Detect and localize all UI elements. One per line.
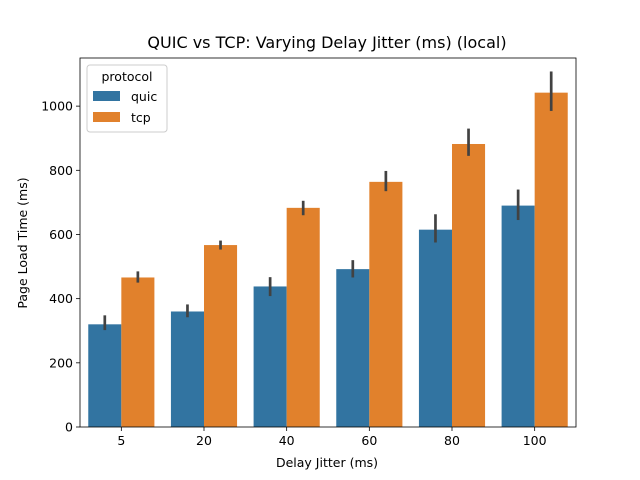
x-tick-label: 100 bbox=[523, 433, 547, 448]
x-axis: 5 20 40 60 80 100 bbox=[117, 427, 547, 448]
chart-title: QUIC vs TCP: Varying Delay Jitter (ms) (… bbox=[147, 33, 506, 52]
plot-area bbox=[79, 57, 577, 428]
y-tick-label: 800 bbox=[49, 163, 73, 178]
legend-swatch-quic bbox=[93, 91, 120, 101]
bar-quic-100 bbox=[501, 205, 535, 427]
bar-tcp-60 bbox=[369, 181, 403, 427]
legend-title: protocol bbox=[102, 69, 153, 84]
y-tick-label: 1000 bbox=[41, 99, 73, 114]
y-axis-label: Page Load Time (ms) bbox=[15, 177, 30, 308]
y-axis: 0 200 400 600 800 1000 bbox=[41, 99, 80, 435]
legend-label-tcp: tcp bbox=[131, 110, 151, 125]
x-tick-label: 60 bbox=[361, 433, 377, 448]
bar-tcp-5 bbox=[121, 277, 155, 427]
x-tick-label: 20 bbox=[196, 433, 212, 448]
bar-tcp-100 bbox=[534, 92, 568, 427]
y-tick-label: 400 bbox=[49, 291, 73, 306]
bar-quic-20 bbox=[170, 311, 204, 427]
legend: protocol quic tcp bbox=[86, 64, 168, 133]
y-tick-label: 0 bbox=[65, 420, 73, 435]
plot-frame bbox=[79, 57, 577, 428]
x-tick-label: 40 bbox=[279, 433, 295, 448]
legend-label-quic: quic bbox=[131, 89, 157, 104]
x-tick-label: 5 bbox=[117, 433, 125, 448]
x-axis-label: Delay Jitter (ms) bbox=[276, 455, 378, 470]
legend-swatch-tcp bbox=[93, 112, 120, 122]
x-tick-label: 80 bbox=[444, 433, 460, 448]
bar-tcp-20 bbox=[204, 245, 238, 427]
y-tick-label: 600 bbox=[49, 227, 73, 242]
y-tick-label: 200 bbox=[49, 355, 73, 370]
bar-tcp-80 bbox=[452, 143, 486, 427]
bar-quic-5 bbox=[88, 324, 122, 427]
bar-quic-60 bbox=[336, 269, 370, 427]
bar-tcp-40 bbox=[286, 207, 320, 427]
bar-quic-40 bbox=[253, 286, 287, 427]
bar-quic-80 bbox=[418, 229, 452, 427]
